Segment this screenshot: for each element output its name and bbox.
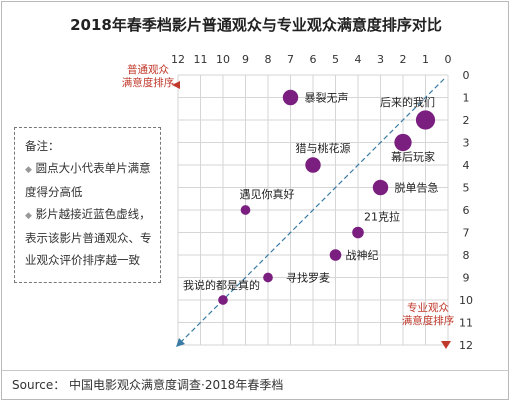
data-point (394, 133, 412, 152)
point-label: 猎与桃花源 (296, 141, 351, 155)
y-tick-label: 1 (463, 92, 470, 105)
data-point (372, 179, 389, 196)
point-label: 战神纪 (346, 248, 379, 262)
note-box: 备注： ◆ 圆点大小代表单片满意度得分高低 ◆ 影片越接近蓝色虚线，表示该影片普… (14, 127, 161, 283)
y-axis-label: 专业观众 (407, 301, 449, 314)
x-tick-label: 12 (171, 53, 185, 66)
diagonal-arrow-icon (176, 338, 185, 347)
x-tick-label: 9 (242, 53, 249, 66)
x-tick-label: 8 (265, 53, 272, 66)
point-label: 幕后玩家 (391, 150, 435, 164)
y-axis-arrow-icon (441, 341, 451, 349)
bullet-icon: ◆ (25, 165, 32, 175)
x-tick-label: 5 (332, 53, 339, 66)
y-tick-label: 2 (463, 114, 470, 127)
y-tick-label: 9 (463, 272, 470, 285)
y-tick-label: 0 (463, 69, 470, 82)
note-item-2: ◆ 影片越接近蓝色虚线，表示该影片普通观众、专业观众评价排序越一致 (25, 203, 152, 271)
y-tick-label: 4 (463, 159, 470, 172)
y-tick-label: 8 (463, 249, 470, 262)
data-point (218, 295, 228, 305)
x-tick-label: 3 (377, 53, 384, 66)
x-tick-label: 7 (287, 53, 294, 66)
x-tick-label: 11 (194, 53, 208, 66)
x-tick-label: 2 (400, 53, 407, 66)
x-tick-label: 4 (355, 53, 362, 66)
data-point (305, 157, 321, 173)
y-tick-label: 7 (463, 227, 470, 240)
x-axis-arrow-icon (172, 81, 180, 89)
data-point (329, 249, 342, 261)
y-tick-label: 11 (459, 317, 473, 330)
point-label: 寻找罗麦 (286, 271, 330, 285)
note-item-1: ◆ 圆点大小代表单片满意度得分高低 (25, 157, 152, 203)
point-label: 遇见你真好 (240, 187, 295, 201)
x-axis-label: 普通观众 (127, 63, 169, 76)
y-tick-label: 10 (459, 294, 473, 307)
data-point (282, 89, 299, 106)
note-item-1-text: 圆点大小代表单片满意度得分高低 (25, 161, 151, 199)
x-tick-label: 0 (445, 53, 452, 66)
point-label: 后来的我们 (380, 95, 435, 109)
x-tick-label: 1 (422, 53, 429, 66)
x-tick-label: 10 (216, 53, 230, 66)
point-label: 暴裂无声 (305, 91, 349, 105)
note-heading: 备注： (25, 139, 60, 153)
x-axis-label: 满意度排序 (122, 76, 175, 89)
data-point (240, 205, 251, 215)
point-label: 我说的都是真的 (183, 278, 260, 292)
y-axis-label: 满意度排序 (402, 314, 455, 327)
point-label: 脱单告急 (395, 181, 439, 195)
source-text: Source： 中国电影观众满意度调查·2018年春季档 (12, 378, 284, 392)
x-tick-label: 6 (310, 53, 317, 66)
y-tick-label: 6 (463, 204, 470, 217)
y-tick-label: 5 (463, 182, 470, 195)
y-tick-label: 12 (459, 339, 473, 352)
bullet-icon: ◆ (25, 211, 32, 221)
source-divider (1, 370, 509, 371)
y-tick-label: 3 (463, 137, 470, 150)
note-item-2-text: 影片越接近蓝色虚线，表示该影片普通观众、专业观众评价排序越一致 (25, 207, 152, 267)
consistency-diagonal (179, 78, 445, 344)
data-point (415, 110, 436, 130)
data-point (263, 272, 273, 283)
data-point (352, 226, 364, 239)
point-label: 21克拉 (364, 210, 400, 224)
chart-title: 2018年春季档影片普通观众与专业观众满意度排序对比 (70, 16, 442, 34)
